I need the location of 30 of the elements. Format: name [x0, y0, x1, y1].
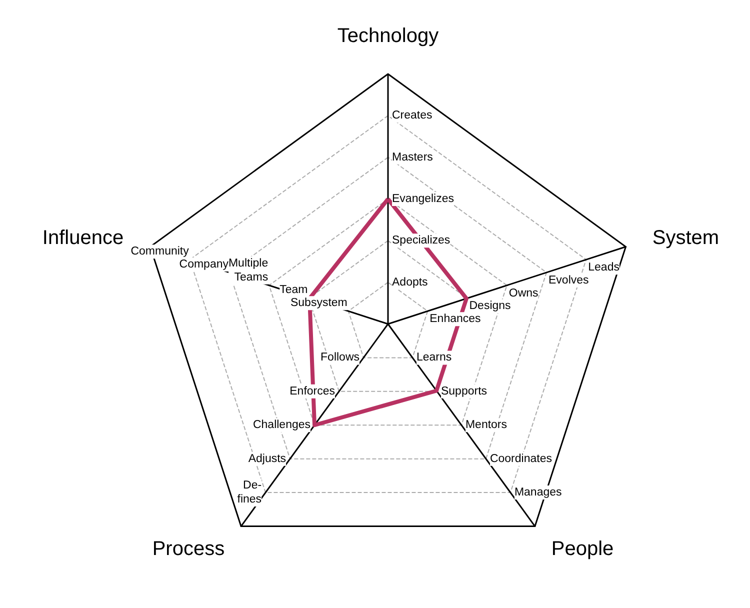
- text: Company: [179, 258, 228, 270]
- text: Mentors: [465, 419, 508, 432]
- text: Follows: [320, 352, 360, 364]
- spoke-label: Technology: [337, 25, 439, 47]
- text: Challenges: [252, 419, 311, 432]
- text: De- fines: [237, 480, 262, 506]
- text: Creates: [392, 110, 432, 122]
- text: Masters: [392, 151, 433, 164]
- text: Team: [280, 284, 308, 296]
- text: Evangelizes: [392, 193, 454, 205]
- spoke-label: People: [551, 538, 614, 560]
- text: Designs: [469, 300, 511, 312]
- text: Owns: [508, 287, 538, 300]
- text: Supports: [440, 385, 488, 398]
- text: Adjusts: [248, 452, 286, 465]
- text: Leads: [588, 262, 620, 274]
- spoke-label: System: [652, 227, 720, 250]
- text: Enforces: [290, 385, 336, 398]
- text: Learns: [416, 352, 452, 364]
- text: Manages: [514, 486, 562, 499]
- text: Coordinates: [490, 452, 552, 465]
- text: Subsystem: [290, 297, 348, 310]
- text: Multiple Teams: [228, 257, 268, 284]
- spoke-label: Process: [152, 538, 225, 560]
- text: Enhances: [430, 313, 481, 326]
- text: Specializes: [392, 234, 450, 247]
- text: Adopts: [392, 276, 428, 288]
- text: Community: [130, 246, 189, 258]
- spoke-label: Influence: [42, 227, 124, 250]
- text: Evolves: [548, 274, 589, 286]
